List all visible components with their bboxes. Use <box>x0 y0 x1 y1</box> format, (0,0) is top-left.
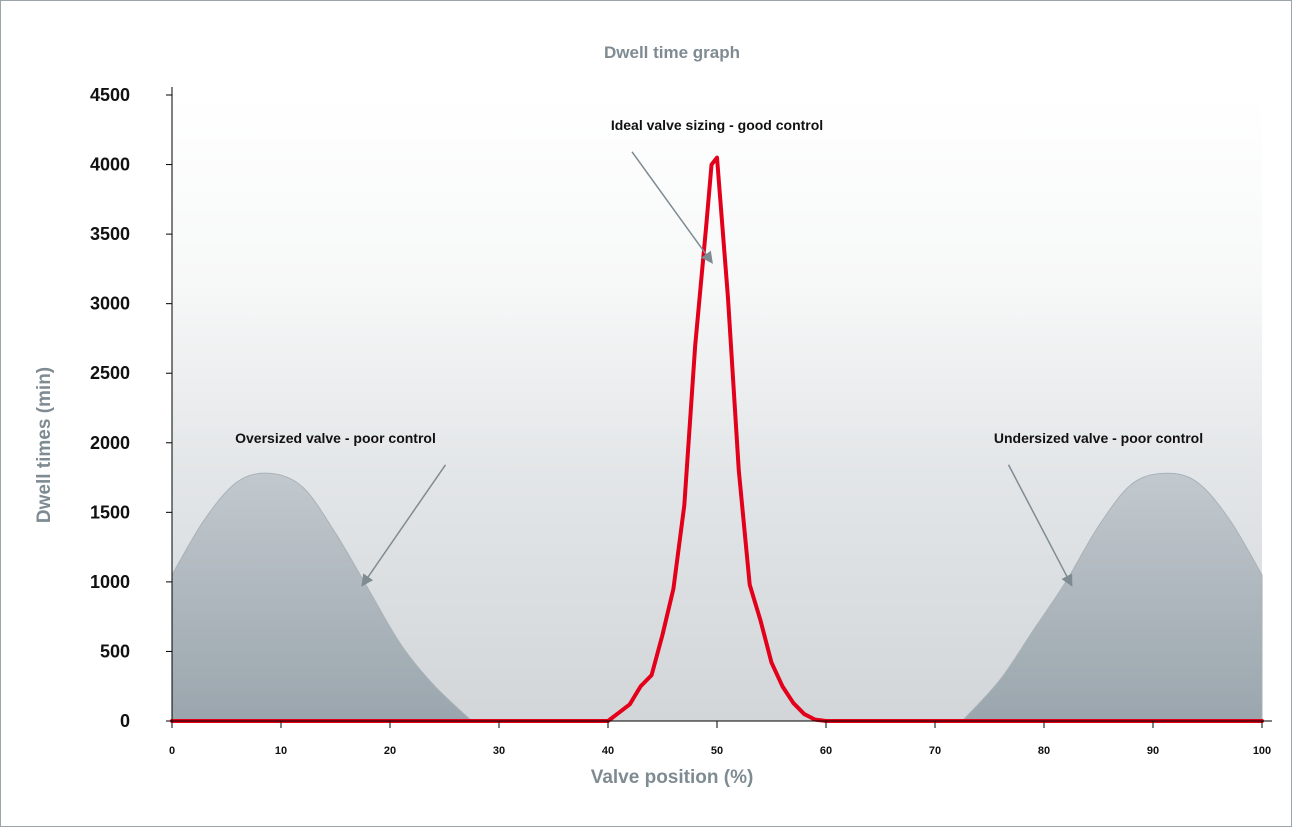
y-tick-label: 0 <box>120 711 130 731</box>
x-tick-label: 30 <box>493 745 505 757</box>
x-axis-label: Valve position (%) <box>591 767 754 788</box>
y-tick-label: 4500 <box>90 85 130 105</box>
y-ticks: 0 500 1000 1500 2000 2500 3000 3500 4000 4500 <box>90 85 172 731</box>
y-tick-label: 2000 <box>90 433 130 453</box>
y-axis-label: Dwell times (min) <box>34 367 55 523</box>
annotation-arrow-2 <box>361 464 447 587</box>
annotation-label-3: Undersized valve - poor control <box>994 430 1203 446</box>
shaded-region-2 <box>961 472 1263 722</box>
x-ticks: 0 10 20 30 40 50 60 70 80 90 100 <box>169 721 1271 757</box>
y-tick-label: 3000 <box>90 294 130 314</box>
shaded-region-1 <box>171 472 474 722</box>
series-line-1 <box>170 155 1264 723</box>
shaded-regions <box>171 472 1263 722</box>
annotation-label-2: Oversized valve - poor control <box>235 430 436 446</box>
x-tick-label: 50 <box>711 745 723 757</box>
y-tick-label: 2500 <box>90 363 130 383</box>
x-tick-label: 70 <box>929 745 941 757</box>
x-tick-label: 90 <box>1147 745 1159 757</box>
annotation-label-1: Ideal valve sizing - good control <box>611 117 823 133</box>
annotation-arrow-1 <box>631 151 713 264</box>
y-tick-label: 1000 <box>90 572 130 592</box>
y-tick-label: 500 <box>100 641 130 661</box>
x-tick-label: 80 <box>1038 745 1050 757</box>
x-tick-label: 10 <box>275 745 287 757</box>
y-tick-label: 1500 <box>90 502 130 522</box>
x-tick-label: 20 <box>384 745 396 757</box>
y-tick-label: 4000 <box>90 155 130 175</box>
x-tick-label: 0 <box>169 745 175 757</box>
series-lines <box>170 155 1264 723</box>
annotation-arrow-3 <box>1007 464 1073 587</box>
x-tick-label: 100 <box>1253 745 1271 757</box>
y-tick-label: 3500 <box>90 224 130 244</box>
x-tick-label: 60 <box>820 745 832 757</box>
chart-title: Dwell time graph <box>604 43 740 62</box>
x-tick-label: 40 <box>602 745 614 757</box>
annotations: Ideal valve sizing - good control Oversiz… <box>235 117 1203 587</box>
